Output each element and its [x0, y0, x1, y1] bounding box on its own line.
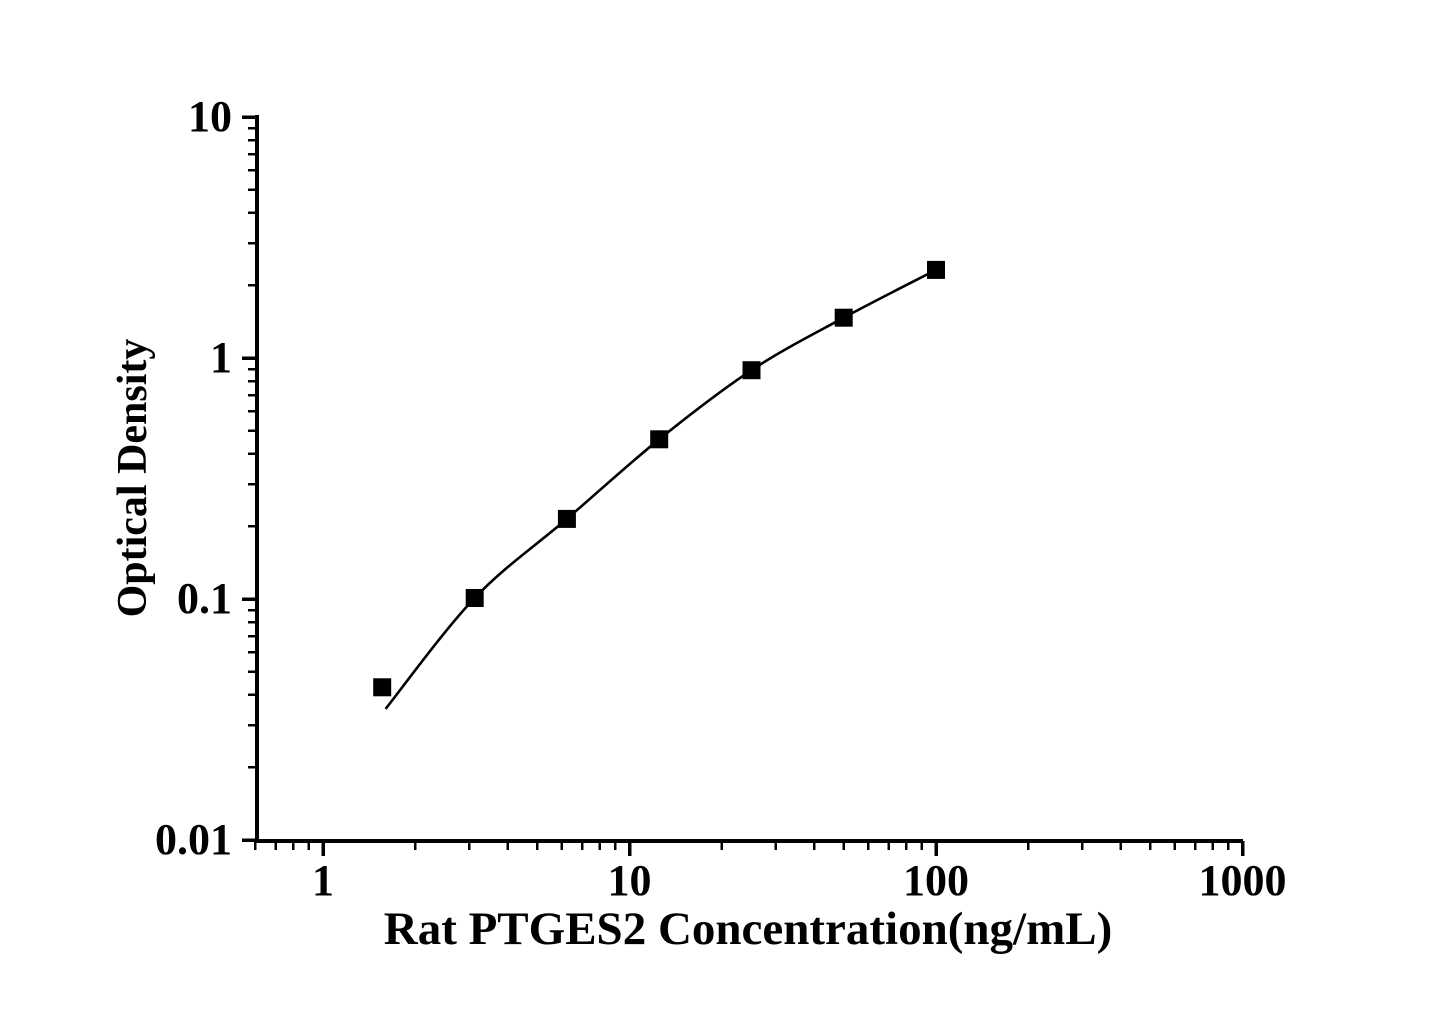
data-point-marker: [465, 589, 484, 607]
x-tick-label: 1: [312, 856, 334, 905]
x-tick-label: 1000: [1198, 856, 1287, 905]
y-axis-title: Optical Density: [110, 338, 156, 618]
data-point-marker: [373, 678, 392, 697]
y-tick-label: 0.1: [177, 574, 232, 623]
x-tick-label: 10: [607, 856, 652, 905]
standard-curve-line: [384, 268, 937, 710]
data-point-marker: [927, 260, 945, 279]
y-tick-label: 10: [188, 92, 232, 141]
data-point-marker: [834, 308, 853, 327]
y-tick-label: 0.01: [155, 815, 232, 864]
data-point-marker: [650, 430, 669, 449]
data-point-marker: [742, 361, 761, 380]
x-tick-label: 100: [903, 856, 969, 905]
x-axis-title: Rat PTGES2 Concentration(ng/mL): [383, 903, 1113, 955]
y-tick-label: 1: [210, 333, 232, 382]
data-point-marker: [557, 509, 576, 528]
